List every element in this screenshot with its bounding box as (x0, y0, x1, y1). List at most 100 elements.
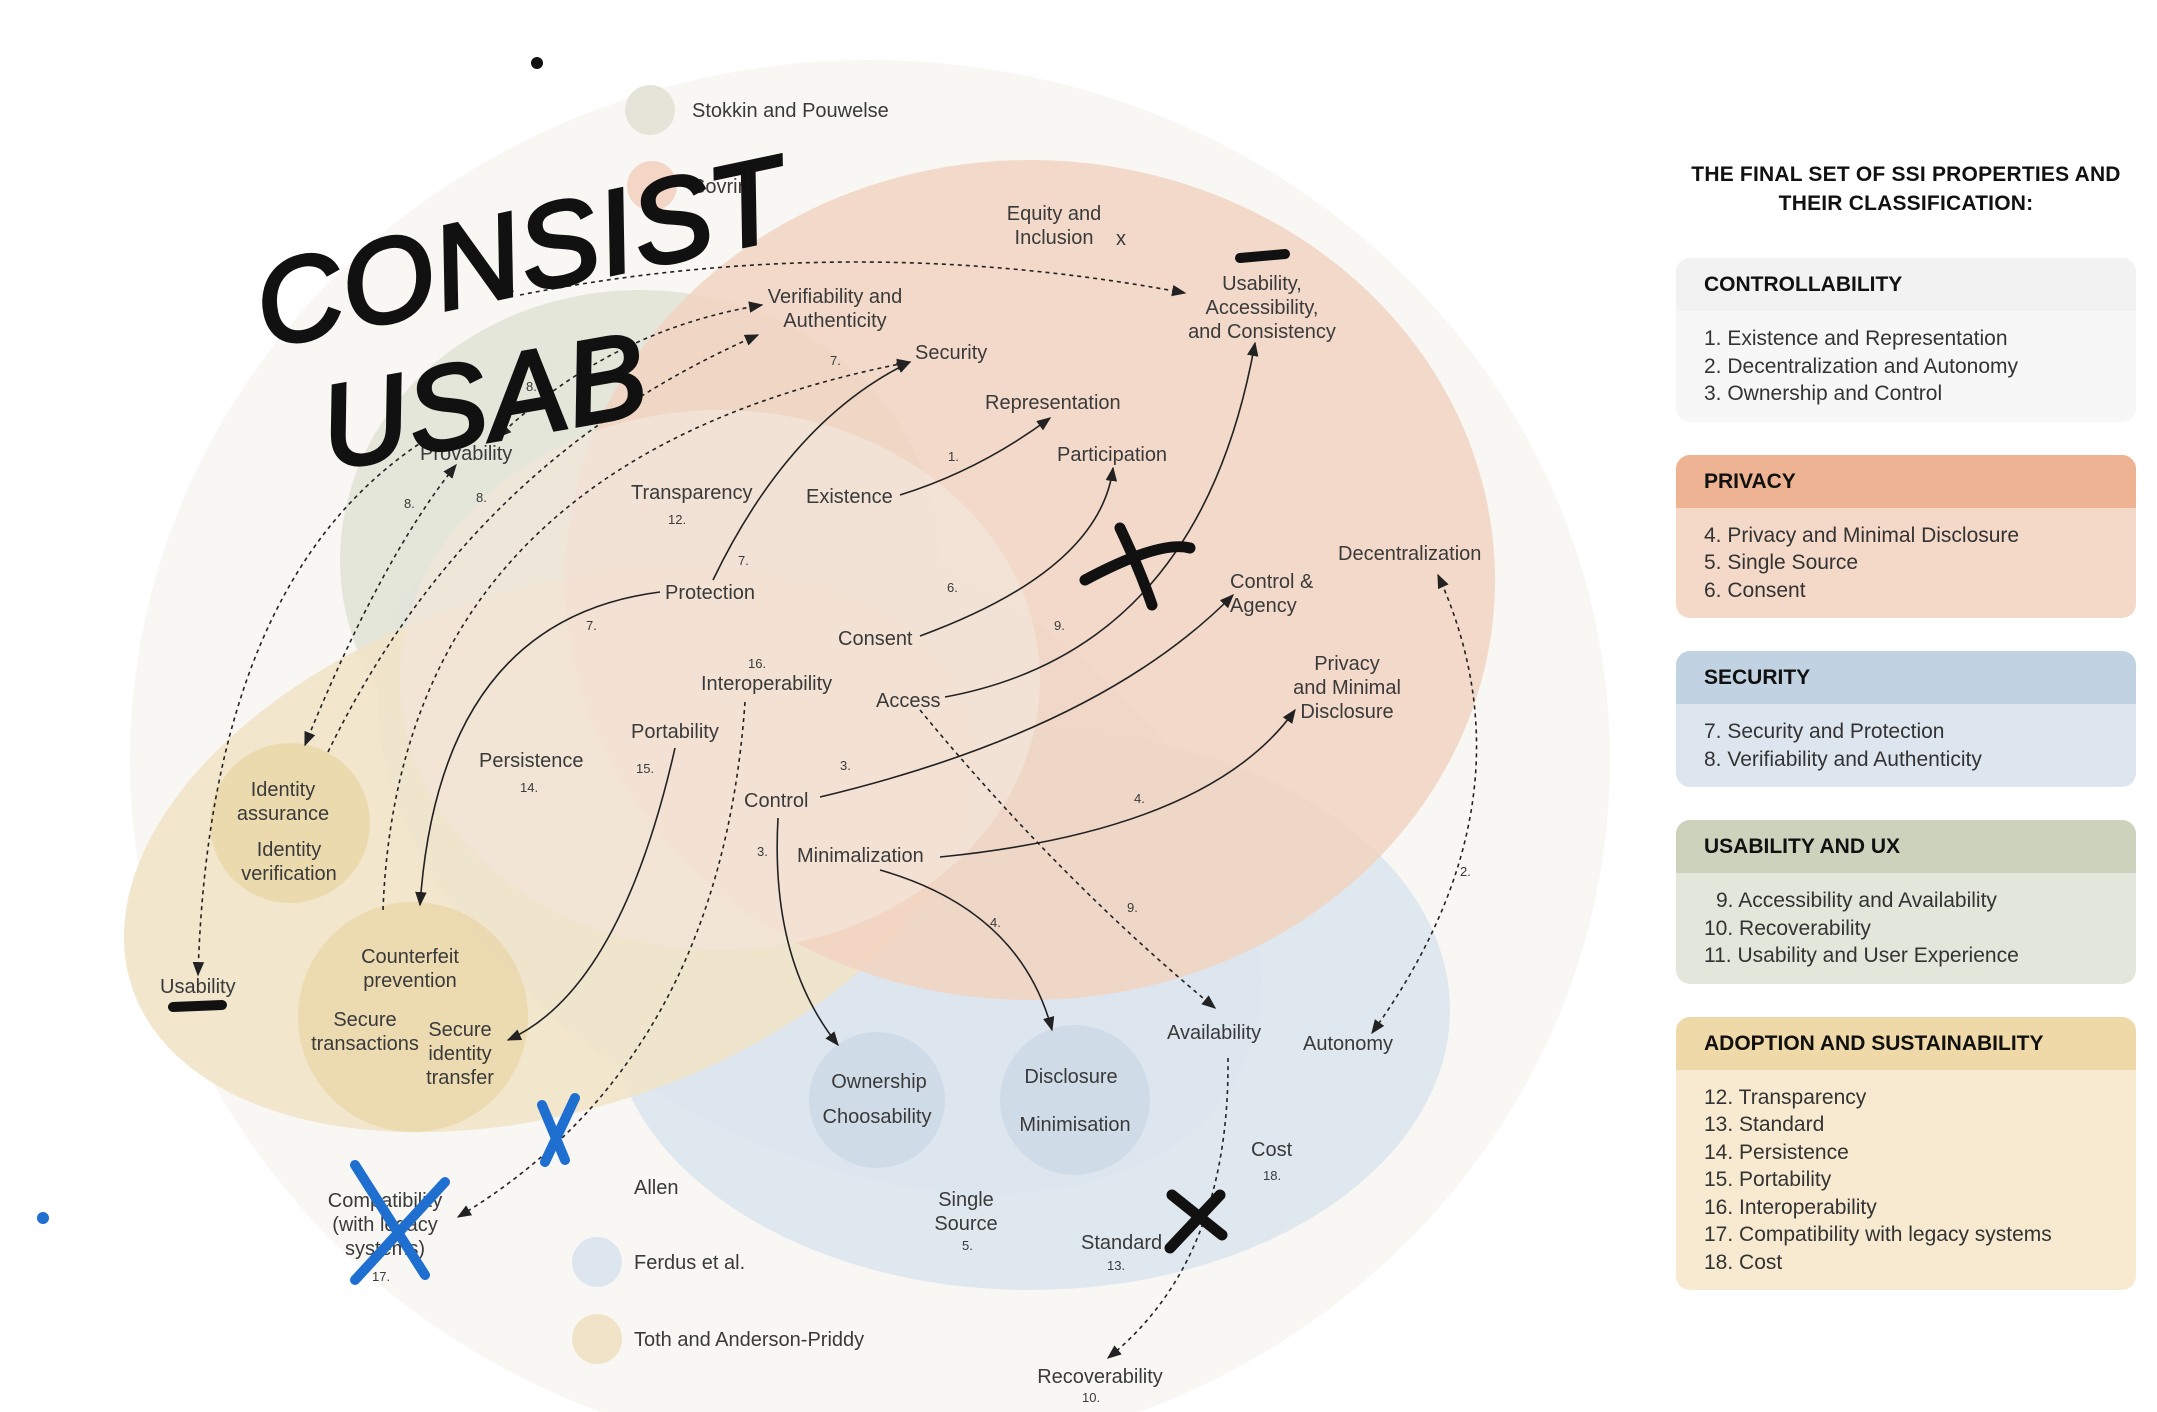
arrow-num-3b: 3. (757, 844, 768, 859)
label-representation: Representation (985, 392, 1121, 414)
category-item: 13. Standard (1704, 1113, 1825, 1136)
category-card: PRIVACY 4. Privacy and Minimal Disclosure… (1676, 454, 2136, 619)
category-card: USABILITY AND UX 9. Accessibility and Ava… (1676, 820, 2136, 984)
cross-mark-blue-2 (537, 1093, 580, 1167)
inner-core (400, 410, 1040, 950)
counterfeit-circle (298, 902, 528, 1132)
label-availability: Availability (1167, 1022, 1261, 1044)
legend-label-toth: Toth and Anderson-Priddy (634, 1329, 864, 1351)
arrow-num-7b: 7. (738, 553, 749, 568)
label-recoverability: Recoverability (1037, 1366, 1163, 1388)
label-equity-mark: x (1116, 228, 1126, 250)
category-heading: SECURITY (1676, 651, 2136, 704)
panel-title: THE FINAL SET OF SSI PROPERTIES AND THEI… (1691, 163, 2121, 215)
legend-label-ferdus: Ferdus et al. (634, 1252, 745, 1274)
label-compatibility-num: 17. (372, 1269, 390, 1284)
classification-panel: THE FINAL SET OF SSI PROPERTIES AND THEI… (1676, 160, 2136, 1323)
category-item: 10. Recoverability (1704, 916, 1871, 940)
label-portability: Portability (631, 721, 719, 743)
category-item: 11. Usability and User Experience (1704, 944, 2019, 967)
arrow-access-to-availability (919, 709, 1217, 1009)
arrow-num-2: 2. (1460, 864, 1471, 879)
arrow-num-9b: 9. (1127, 900, 1138, 915)
label-cost-num: 18. (1263, 1168, 1281, 1183)
legend-swatch-sovrin (627, 161, 677, 211)
label-ownership: Ownership (831, 1071, 927, 1093)
category-item: 5. Single Source (1704, 551, 1859, 574)
label-identity-assurance: Identity assurance (237, 779, 329, 825)
label-minimalization: Minimalization (797, 845, 924, 867)
arrow-num-3: 3. (840, 758, 851, 773)
legend-swatch-stokkin (625, 85, 675, 135)
category-item: 17. Compatibility with legacy systems (1704, 1223, 2052, 1246)
cross-mark-blue-1 (350, 1160, 450, 1285)
label-cost: Cost (1251, 1139, 1293, 1161)
category-heading: ADOPTION AND SUSTAINABILITY (1676, 1016, 2136, 1070)
category-item: 12. Transparency (1704, 1085, 1867, 1109)
legend-label-stokkin: Stokkin and Pouwelse (692, 100, 889, 122)
category-items: 4. Privacy and Minimal Disclosure 5. Sing… (1676, 508, 2136, 619)
label-equity: Equity and Inclusion (1007, 203, 1102, 249)
category-item: 9. Accessibility and Availability (1716, 889, 1997, 912)
identity-circle (210, 743, 370, 903)
legend-swatch-ferdus (572, 1237, 622, 1287)
label-privacy: Privacy and Minimal Disclosure (1293, 653, 1401, 723)
arrow-control-to-ownership (776, 817, 839, 1047)
label-transparency-num: 12. (668, 512, 686, 527)
arrow-num-7c: 7. (586, 618, 597, 633)
category-card: ADOPTION AND SUSTAINABILITY 12. Transpare… (1676, 1016, 2136, 1290)
arrow-control-to-control-agency (819, 593, 1235, 798)
arrow-num-1: 1. (948, 449, 959, 464)
label-interoperability: Interoperability (701, 673, 832, 695)
category-item: 16. Interoperability (1704, 1195, 1877, 1219)
arrow-num-9: 9. (1054, 618, 1065, 633)
category-item: 1. Existence and Representation (1704, 327, 2008, 350)
category-item: 7. Security and Protection (1704, 720, 1945, 743)
label-decentralization: Decentralization (1338, 543, 1481, 565)
label-recoverability-num: 10. (1082, 1390, 1100, 1405)
pen-dot-blue (37, 1212, 49, 1224)
label-protection: Protection (665, 582, 755, 604)
category-item: 2. Decentralization and Autonomy (1704, 354, 2019, 378)
category-items: 9. Accessibility and Availability 10. Rec… (1676, 873, 2136, 984)
arrow-num-8: 8. (526, 379, 537, 394)
arrow-num-4: 4. (1134, 791, 1145, 806)
label-disclosure: Disclosure (1024, 1066, 1117, 1088)
legend-swatch-toth (572, 1314, 622, 1364)
arrow-protection-to-counterfeit (415, 591, 661, 907)
label-control-agency: Control & Agency (1230, 571, 1314, 617)
arrow-portability-to-secure-transfer (506, 747, 676, 1041)
strike-dash-usability-access (1235, 249, 1290, 263)
label-single-source-num: 5. (962, 1238, 973, 1253)
category-item: 3. Ownership and Control (1704, 382, 1943, 405)
label-control: Control (744, 790, 808, 812)
label-secure-identity-transfer: Secure identity transfer (426, 1019, 494, 1089)
label-standard: Standard (1081, 1232, 1162, 1254)
label-secure-transactions: Secure transactions (311, 1009, 419, 1055)
ownership-circle (809, 1032, 945, 1168)
cross-mark-black-2 (1164, 1189, 1228, 1254)
legend-label-sovrin: Sovrin (692, 176, 749, 198)
category-item: 14. Persistence (1704, 1140, 1849, 1164)
category-card: CONTROLLABILITY 1. Existence and Represen… (1676, 258, 2136, 422)
label-persistence-num: 14. (520, 780, 538, 795)
arrow-num-7: 7. (830, 353, 841, 368)
label-identity-verification: Identity verification (241, 839, 337, 885)
category-item: 15. Portability (1704, 1168, 1832, 1191)
label-usability-access: Usability, Accessibility, and Consistency (1188, 273, 1336, 343)
label-participation: Participation (1057, 444, 1167, 466)
arrow-counterfeit-to-security (382, 358, 912, 911)
arrow-consent-to-participation (919, 466, 1118, 637)
arrow-num-8b: 8. (404, 496, 415, 511)
arrow-num-1b: 1. (504, 280, 515, 295)
category-items: 7. Security and Protection 8. Verifiabili… (1676, 704, 2136, 787)
strike-dash-usability (168, 1000, 227, 1012)
category-heading: CONTROLLABILITY (1676, 258, 2136, 311)
label-provability: Provability (420, 443, 512, 465)
label-interoperability-num: 16. (748, 656, 766, 671)
arrow-interoperability-to-compatibility (456, 701, 746, 1218)
label-usability: Usability (160, 976, 236, 998)
arrow-identity-to-verif (327, 334, 760, 753)
label-security: Security (915, 342, 987, 364)
